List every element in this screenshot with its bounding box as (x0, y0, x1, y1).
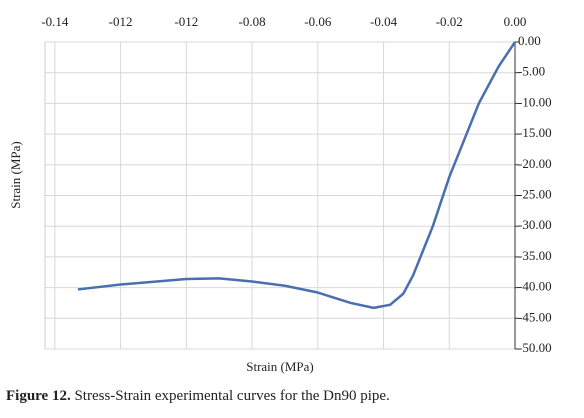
y-tick-label: -15.00 (518, 125, 552, 140)
y-tick-label: -5.00 (518, 64, 545, 79)
y-tick-label: -30.00 (518, 217, 552, 232)
y-tick-label: -20.00 (518, 156, 552, 171)
y-tick-label: -45.00 (518, 309, 552, 324)
caption: Figure 12. Stress-Strain experimental cu… (6, 388, 390, 404)
caption-label: Figure 12. (6, 388, 71, 404)
y-axis-label: Strain (MPa) (8, 141, 23, 209)
data-line (77, 41, 517, 310)
x-tick-label: -0.02 (436, 14, 463, 29)
x-tick-label: -0.06 (304, 14, 332, 29)
caption-text: Stress-Strain experimental curves for th… (74, 388, 389, 404)
y-tick-label: -40.00 (518, 279, 552, 294)
x-tick-label: -012 (174, 14, 198, 29)
y-tick-label: -50.00 (518, 340, 552, 355)
x-tick-label: -0.14 (41, 14, 69, 29)
y-tick-label: -10.00 (518, 94, 552, 109)
x-tick-label: -0.04 (370, 14, 398, 29)
x-tick-label: 0.00 (504, 14, 527, 29)
x-tick-label: -0.08 (239, 14, 266, 29)
y-tick-label: -25.00 (518, 186, 552, 201)
y-tick-label: -35.00 (518, 248, 552, 263)
x-axis-label: Strain (MPa) (246, 359, 314, 374)
x-tick-label: -012 (109, 14, 133, 29)
y-tick-label: 0.00 (518, 33, 541, 48)
